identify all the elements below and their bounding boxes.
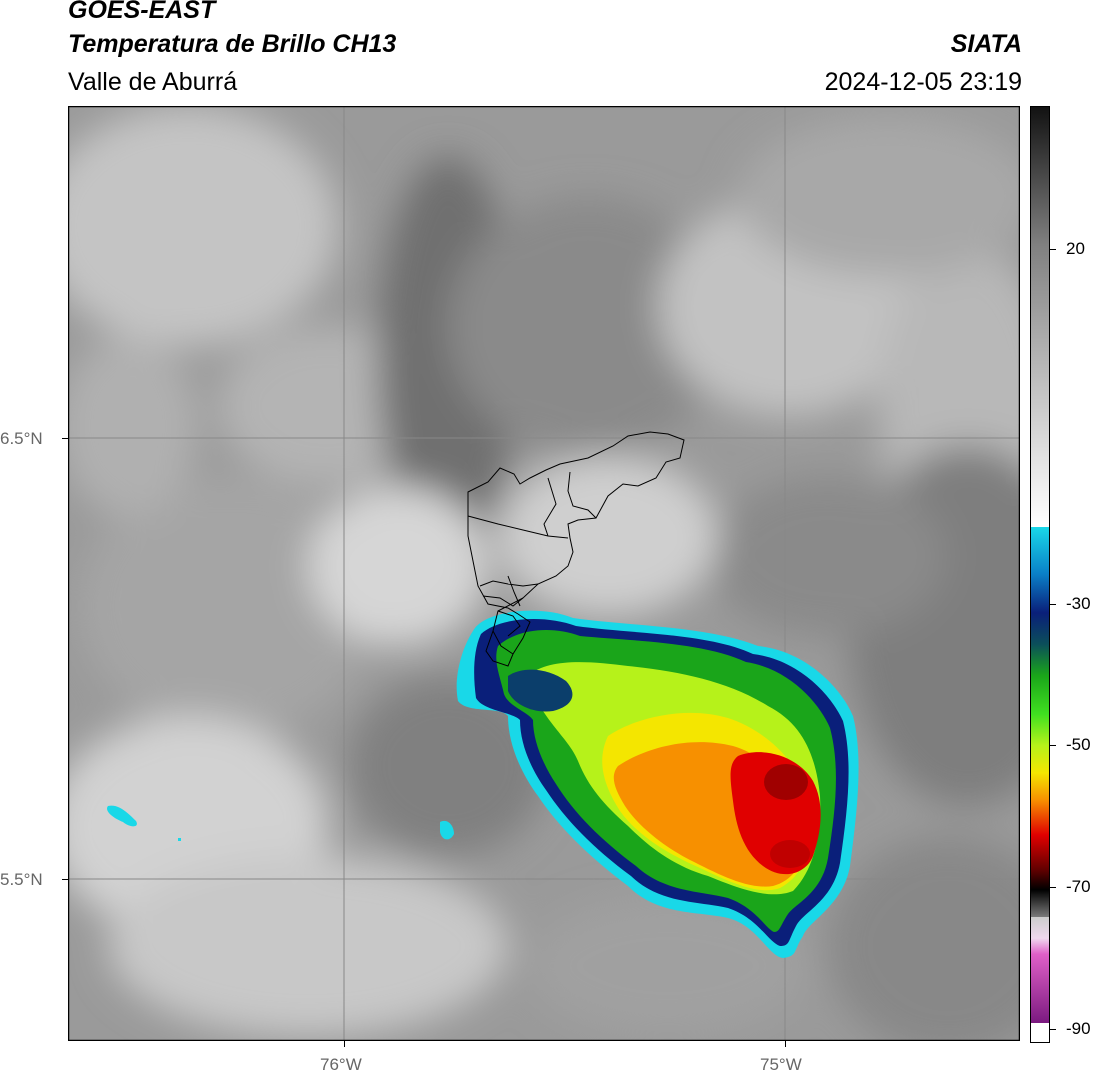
colorbar-tick-20: 20 bbox=[1066, 239, 1085, 258]
map-canvas bbox=[68, 106, 1020, 1041]
colorbar-frame bbox=[1030, 106, 1050, 1043]
colorbar-svg bbox=[1030, 106, 1050, 1043]
colorbar-tick-line-20 bbox=[1050, 249, 1056, 250]
agency-label: SIATA bbox=[950, 30, 1022, 58]
ir-texture bbox=[68, 106, 1020, 1041]
colorbar-tick-line-m90 bbox=[1050, 1029, 1056, 1030]
y-tick-label-6-5n: 6.5°N bbox=[0, 429, 43, 448]
satellite-map bbox=[68, 106, 1020, 1041]
colorbar-min-segment bbox=[1030, 1023, 1050, 1043]
y-tick-label-5-5n: 5.5°N bbox=[0, 870, 43, 889]
x-tick-75w bbox=[785, 1041, 786, 1047]
colorbar-tick-m70: -70 bbox=[1066, 877, 1091, 896]
colorbar-tick-line-m30 bbox=[1050, 604, 1056, 605]
aburra-valley-boundaries bbox=[467, 431, 685, 667]
region-label: Valle de Aburrá bbox=[68, 68, 238, 96]
colorbar-tick-m90: -90 bbox=[1066, 1019, 1091, 1038]
colorbar-tick-m50: -50 bbox=[1066, 735, 1091, 754]
y-tick-5-5n bbox=[62, 879, 68, 880]
x-tick-label-76w: 76°W bbox=[320, 1055, 362, 1074]
map-frame bbox=[68, 106, 1020, 1041]
cold-cloud bbox=[107, 610, 859, 958]
colorbar-coldest-segment bbox=[1030, 917, 1050, 1023]
colorbar-tick-line-m70 bbox=[1050, 887, 1056, 888]
colorbar-tick-m30: -30 bbox=[1066, 594, 1091, 613]
datetime-label: 2024-12-05 23:19 bbox=[824, 68, 1022, 96]
x-tick-label-75w: 75°W bbox=[760, 1055, 802, 1074]
colorbar-cold-segment bbox=[1030, 527, 1050, 917]
x-tick-76w bbox=[344, 1041, 345, 1047]
y-tick-6-5n bbox=[62, 438, 68, 439]
satellite-title: GOES-EAST bbox=[68, 0, 216, 24]
colorbar bbox=[1030, 106, 1050, 1043]
product-title: Temperatura de Brillo CH13 bbox=[68, 30, 397, 58]
colorbar-warm-segment bbox=[1030, 106, 1050, 527]
colorbar-tick-line-m50 bbox=[1050, 745, 1056, 746]
